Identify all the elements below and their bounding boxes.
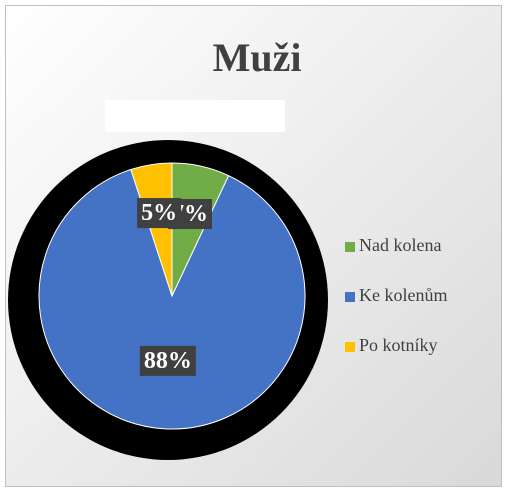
data-label: 5%: [141, 200, 177, 226]
pie-slice: [38, 168, 306, 430]
pie-slice: [130, 162, 173, 297]
pie: [38, 162, 306, 430]
data-label: 88%: [144, 348, 192, 374]
data-label-box: [137, 198, 182, 229]
legend-swatch: [345, 242, 355, 252]
legend: Nad kolena Ke kolenům Po kotníky: [345, 235, 447, 355]
legend-label: Nad kolena: [359, 235, 441, 255]
data-labels: 7%88%5%: [137, 198, 212, 376]
legend-swatch: [345, 292, 355, 302]
chart-title: Muži: [213, 35, 302, 80]
data-label-box: [139, 345, 196, 376]
shadow-gap: [105, 100, 285, 132]
legend-label: Ke kolenům: [359, 285, 447, 305]
legend-label: Po kotníky: [359, 335, 438, 355]
legend-swatch: [345, 342, 355, 352]
